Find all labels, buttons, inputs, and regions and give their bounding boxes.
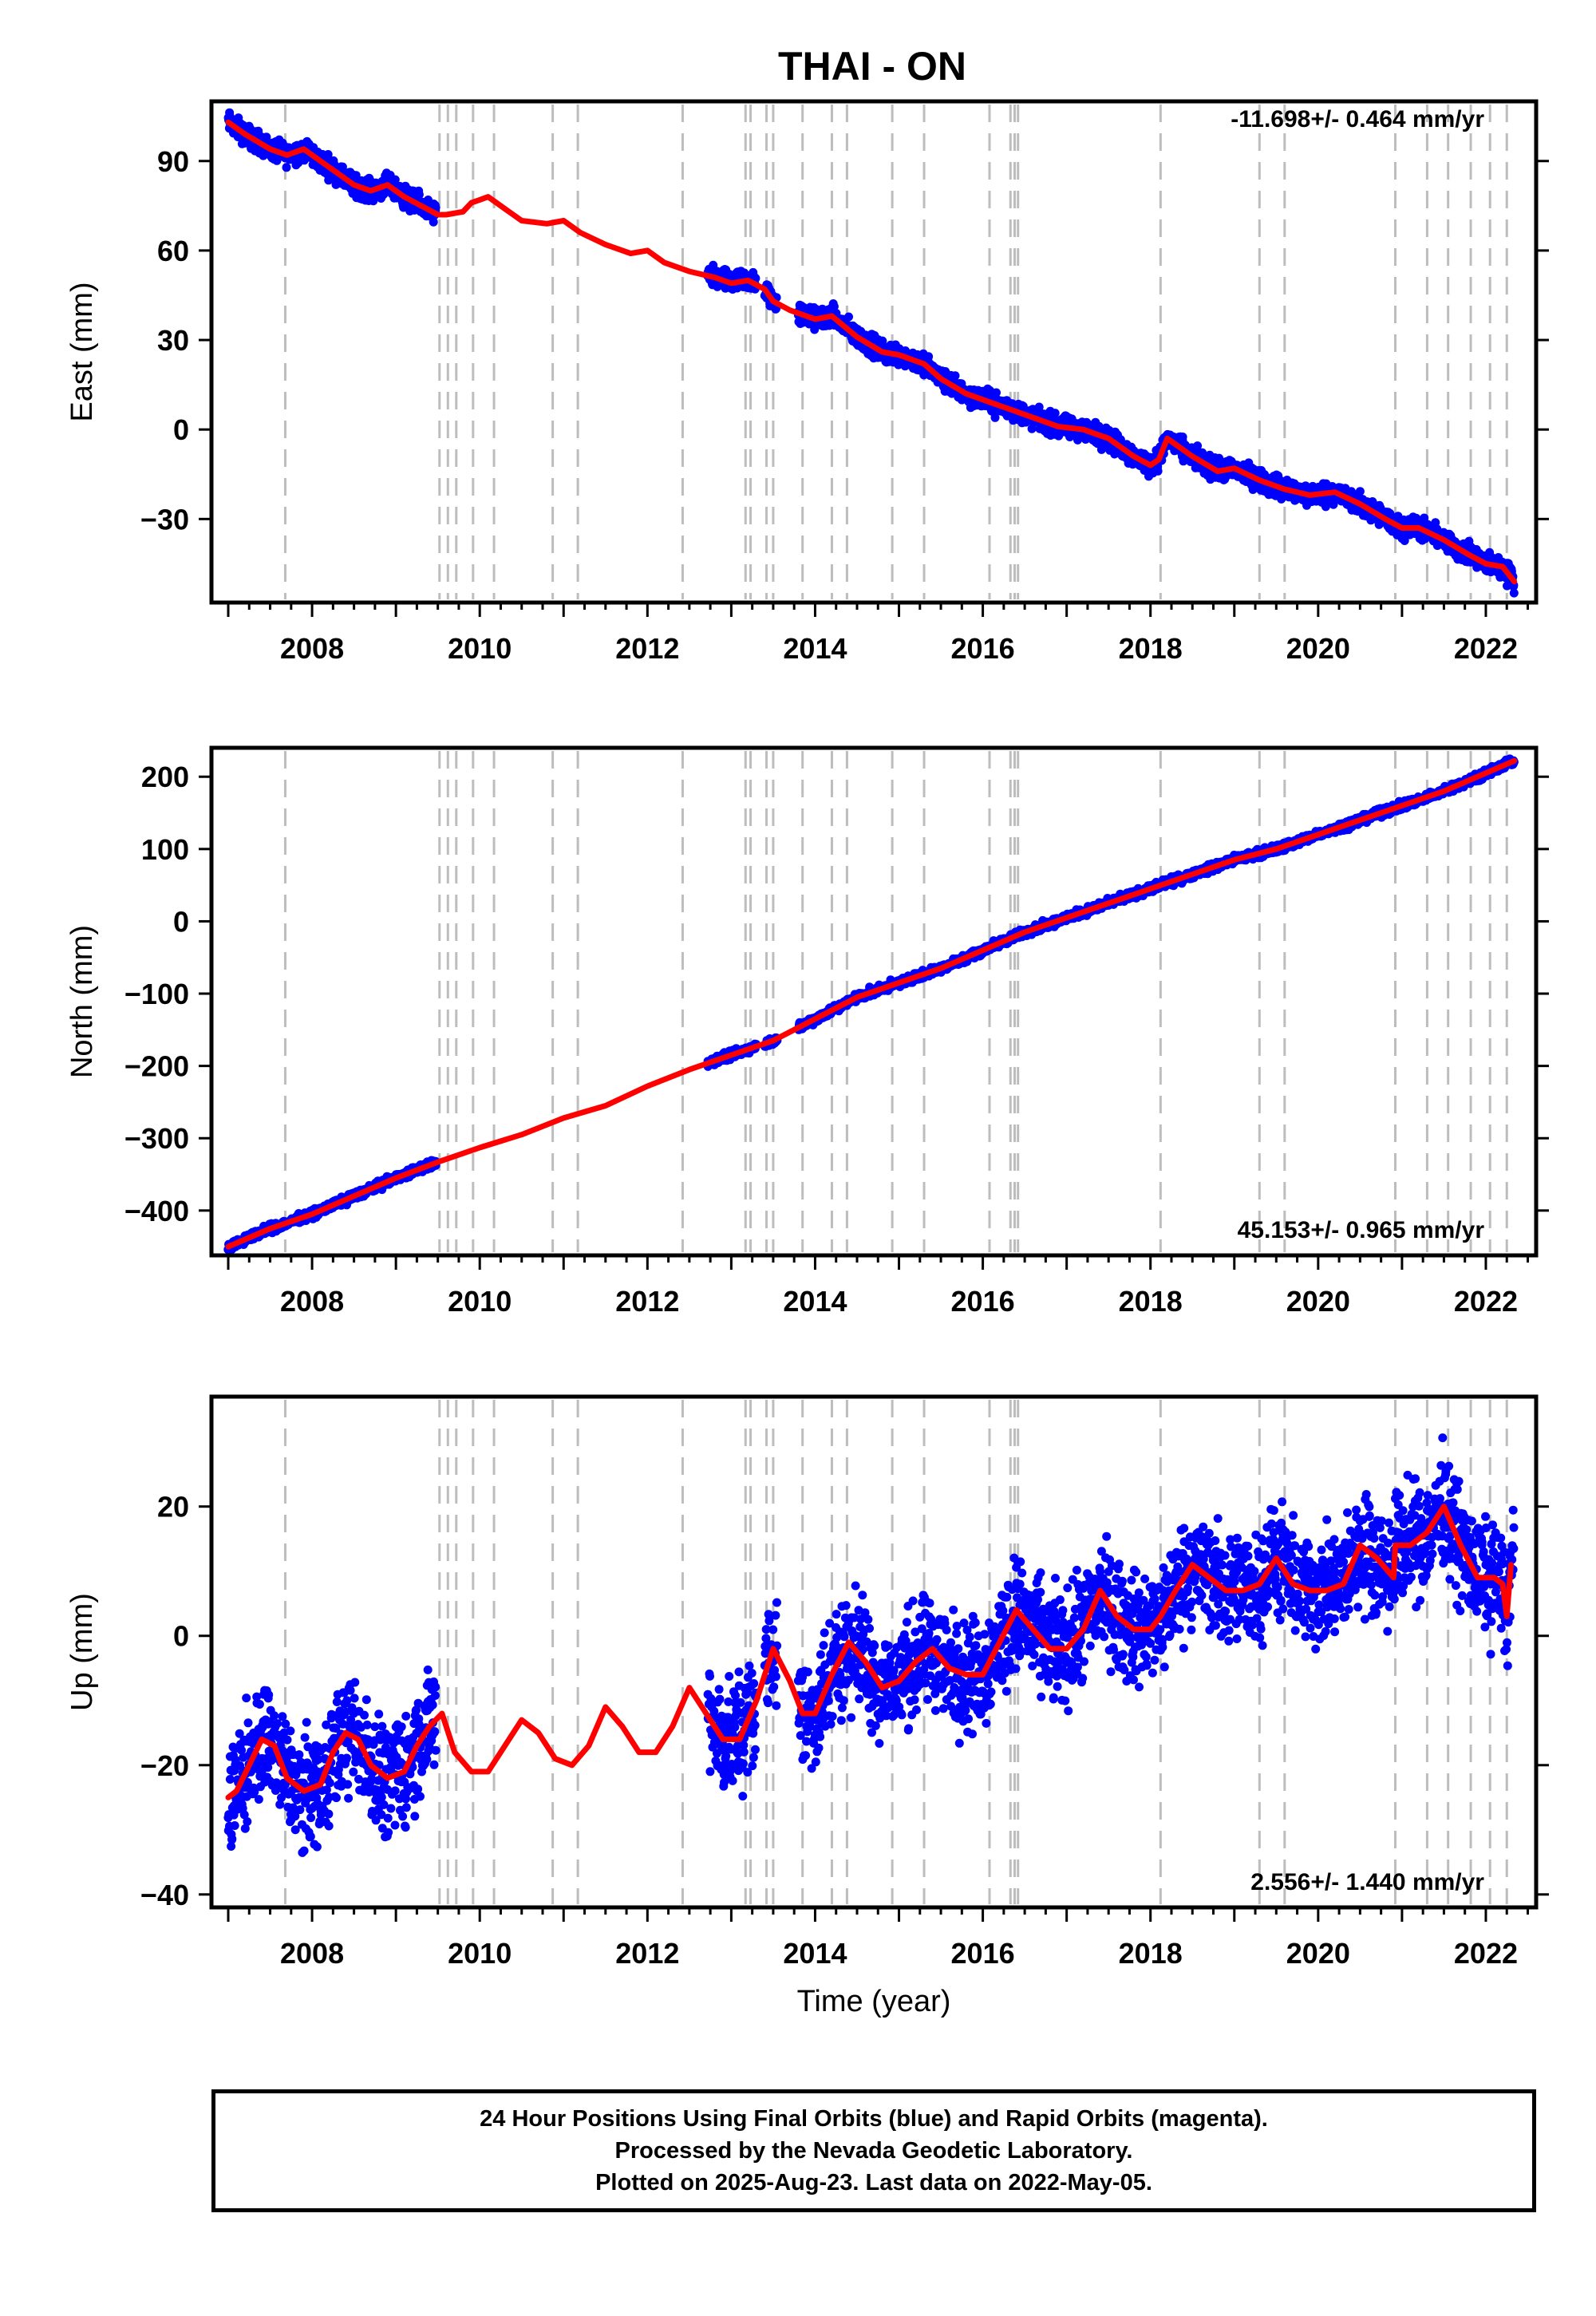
east-x-tick-label: 2016 [951,632,1015,665]
east-data-points [223,108,1519,598]
east-data-point [1178,433,1187,441]
east-y-tick-label: 60 [157,235,189,267]
east-data-point [950,371,960,381]
east-x-tick-label: 2014 [783,632,847,665]
east-data-point [924,352,934,362]
east-x-tick-label: 2018 [1119,632,1183,665]
east-data-point [1116,435,1125,445]
east-data-point [351,171,361,180]
east-data-point [1509,588,1519,598]
east-x-tick-label: 2020 [1286,632,1350,665]
east-x-tick-label: 2010 [448,632,512,665]
east-y-tick-label: 30 [157,324,189,357]
east-data-point [1355,487,1365,496]
east-data-point [338,162,347,172]
east-y-tick-label: 90 [157,145,189,178]
east-data-point [1153,466,1163,476]
east-data-point [844,312,853,322]
east-x-tick-label: 2008 [280,632,344,665]
east-data-point [992,388,1001,397]
east-data-point [829,302,839,311]
north-panel: 2008 2010 2012 2014 2016 2018 2020 2022−400−300… [65,745,1549,1318]
north-data-points [223,754,1519,1255]
east-x-tick-label: 2022 [1454,632,1518,665]
east-data-point [1050,409,1060,418]
east-data-point [1193,441,1203,451]
east-data-point [323,150,333,159]
east-data-point [429,217,438,227]
east-rate-label: -11.698+/- 0.464 mm/yr [1231,106,1484,132]
east-data-point [414,190,424,200]
east-data-point [282,163,291,172]
figure-title: THAI - ON [778,44,966,89]
east-x-tick-label: 2012 [615,632,679,665]
east-y-axis-label: East (mm) [65,282,99,421]
east-y-tick-label: 0 [173,413,189,446]
east-y-tick-label: −30 [140,503,189,536]
east-panel: 2008 2010 2012 2014 2016 2018 2020 2022 −30 0 30 60… [65,99,1549,665]
